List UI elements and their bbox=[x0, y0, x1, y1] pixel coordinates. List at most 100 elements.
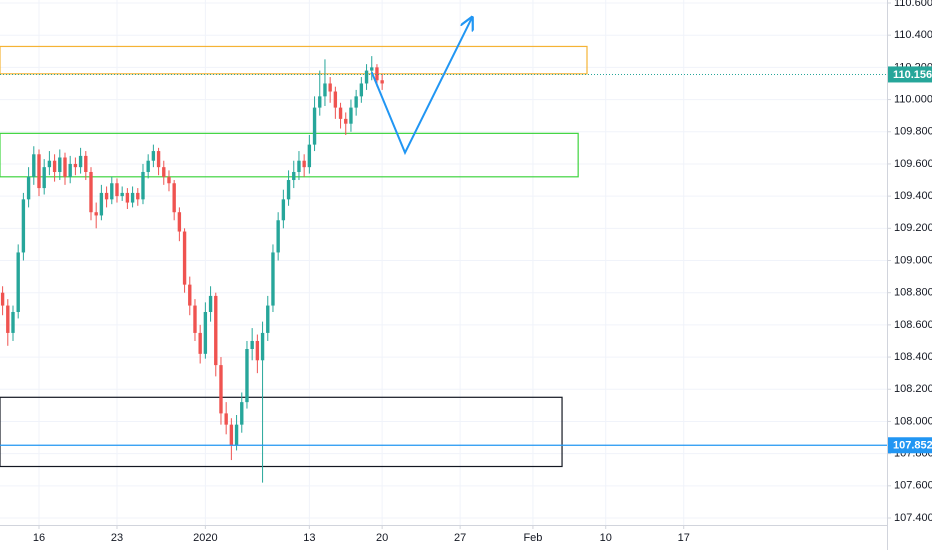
candle-body bbox=[156, 151, 161, 168]
candle-body bbox=[136, 192, 140, 200]
candle-body bbox=[6, 305, 10, 333]
candle-body bbox=[297, 160, 301, 172]
zone-box bbox=[0, 45, 588, 75]
y-tick-label: 109.600 bbox=[894, 158, 932, 170]
y-tick-label: 108.800 bbox=[894, 287, 932, 299]
candle-body bbox=[271, 252, 275, 306]
candle-body bbox=[359, 83, 364, 97]
y-tick-label: 108.400 bbox=[894, 351, 932, 363]
plot-area bbox=[0, 17, 887, 483]
x-tick-label: 17 bbox=[678, 532, 690, 544]
candle-body bbox=[162, 167, 166, 177]
candle-body bbox=[188, 284, 192, 306]
candle-body bbox=[260, 332, 265, 361]
candle-body bbox=[16, 252, 20, 312]
candle-body bbox=[37, 154, 41, 189]
price-tag-label: 107.852 bbox=[893, 440, 932, 452]
candle-body bbox=[58, 157, 62, 172]
y-tick-label: 109.400 bbox=[894, 190, 932, 202]
candle-body bbox=[0, 292, 5, 306]
candle-body bbox=[104, 192, 109, 200]
candle-body bbox=[370, 67, 374, 71]
y-tick-label: 109.000 bbox=[894, 254, 932, 266]
y-tick-label: 109.800 bbox=[894, 126, 932, 138]
candle-body bbox=[292, 171, 296, 181]
x-tick-label: 20 bbox=[376, 532, 388, 544]
x-tick-label: 10 bbox=[600, 532, 612, 544]
candle-body bbox=[255, 340, 260, 361]
candle-body bbox=[380, 80, 384, 84]
x-tick-label: 16 bbox=[33, 532, 45, 544]
candle-body bbox=[364, 70, 369, 84]
candle-body bbox=[47, 160, 52, 168]
y-tick-label: 110.000 bbox=[894, 93, 932, 105]
price-axis-panel bbox=[887, 0, 932, 550]
candle-body bbox=[338, 107, 343, 119]
candle-body bbox=[208, 295, 213, 312]
axes: 107.400107.600107.800108.000108.200108.4… bbox=[33, 0, 932, 544]
y-tick-label: 107.400 bbox=[894, 512, 932, 524]
time-axis-panel bbox=[0, 525, 887, 550]
candle-body bbox=[110, 183, 114, 200]
candle-body bbox=[26, 176, 31, 200]
candle-body bbox=[198, 332, 202, 354]
candle-body bbox=[32, 154, 36, 177]
candle-body bbox=[344, 118, 348, 124]
candle-body bbox=[266, 305, 270, 333]
candle-body bbox=[182, 231, 187, 285]
candle-body bbox=[193, 305, 197, 333]
candle-body bbox=[323, 83, 327, 97]
candle-body bbox=[115, 183, 119, 197]
candle-body bbox=[349, 107, 353, 124]
grid bbox=[0, 0, 887, 525]
candle-body bbox=[120, 192, 124, 197]
y-tick-label: 110.400 bbox=[894, 29, 932, 41]
zone-box bbox=[0, 132, 579, 178]
candle-body bbox=[276, 220, 280, 253]
candle-body bbox=[177, 212, 182, 232]
candle-body bbox=[151, 151, 156, 161]
candle-body bbox=[125, 192, 130, 203]
candle-body bbox=[11, 312, 15, 333]
candle-body bbox=[219, 365, 223, 414]
candle-body bbox=[167, 176, 171, 184]
candle-body bbox=[250, 340, 254, 350]
candle-body bbox=[229, 424, 234, 446]
candle-body bbox=[68, 163, 72, 177]
candle-body bbox=[302, 160, 306, 168]
candle-body bbox=[130, 192, 135, 203]
candle-body bbox=[328, 83, 332, 92]
candle-body bbox=[318, 96, 322, 108]
y-tick-label: 108.600 bbox=[894, 319, 932, 331]
y-tick-label: 109.200 bbox=[894, 222, 932, 234]
candle-body bbox=[172, 183, 176, 213]
arrow-drawing bbox=[370, 17, 472, 156]
candle-body bbox=[84, 155, 88, 172]
candle-body bbox=[52, 160, 57, 172]
x-tick-label: 2020 bbox=[193, 532, 217, 544]
candle-body bbox=[281, 199, 286, 221]
candle-body bbox=[63, 157, 67, 177]
x-tick-label: 27 bbox=[454, 532, 466, 544]
candle-body bbox=[78, 155, 83, 168]
x-tick-label: Feb bbox=[523, 532, 542, 544]
y-tick-label: 108.000 bbox=[894, 415, 932, 427]
candle-body bbox=[333, 91, 338, 108]
candle-body bbox=[42, 167, 46, 189]
candle-body bbox=[240, 402, 244, 425]
y-tick-label: 110.600 bbox=[894, 0, 932, 9]
candle-body bbox=[73, 163, 78, 168]
candle-body bbox=[354, 96, 358, 108]
candle-body bbox=[224, 413, 228, 425]
price-tag bbox=[888, 437, 932, 454]
candle-body bbox=[203, 312, 208, 354]
candle-body bbox=[89, 171, 93, 213]
x-tick-label: 13 bbox=[303, 532, 315, 544]
candle-body bbox=[146, 160, 150, 172]
y-tick-label: 107.600 bbox=[894, 480, 932, 492]
candle-body bbox=[214, 295, 218, 366]
candle-body bbox=[312, 107, 317, 145]
candle-body bbox=[21, 199, 26, 253]
